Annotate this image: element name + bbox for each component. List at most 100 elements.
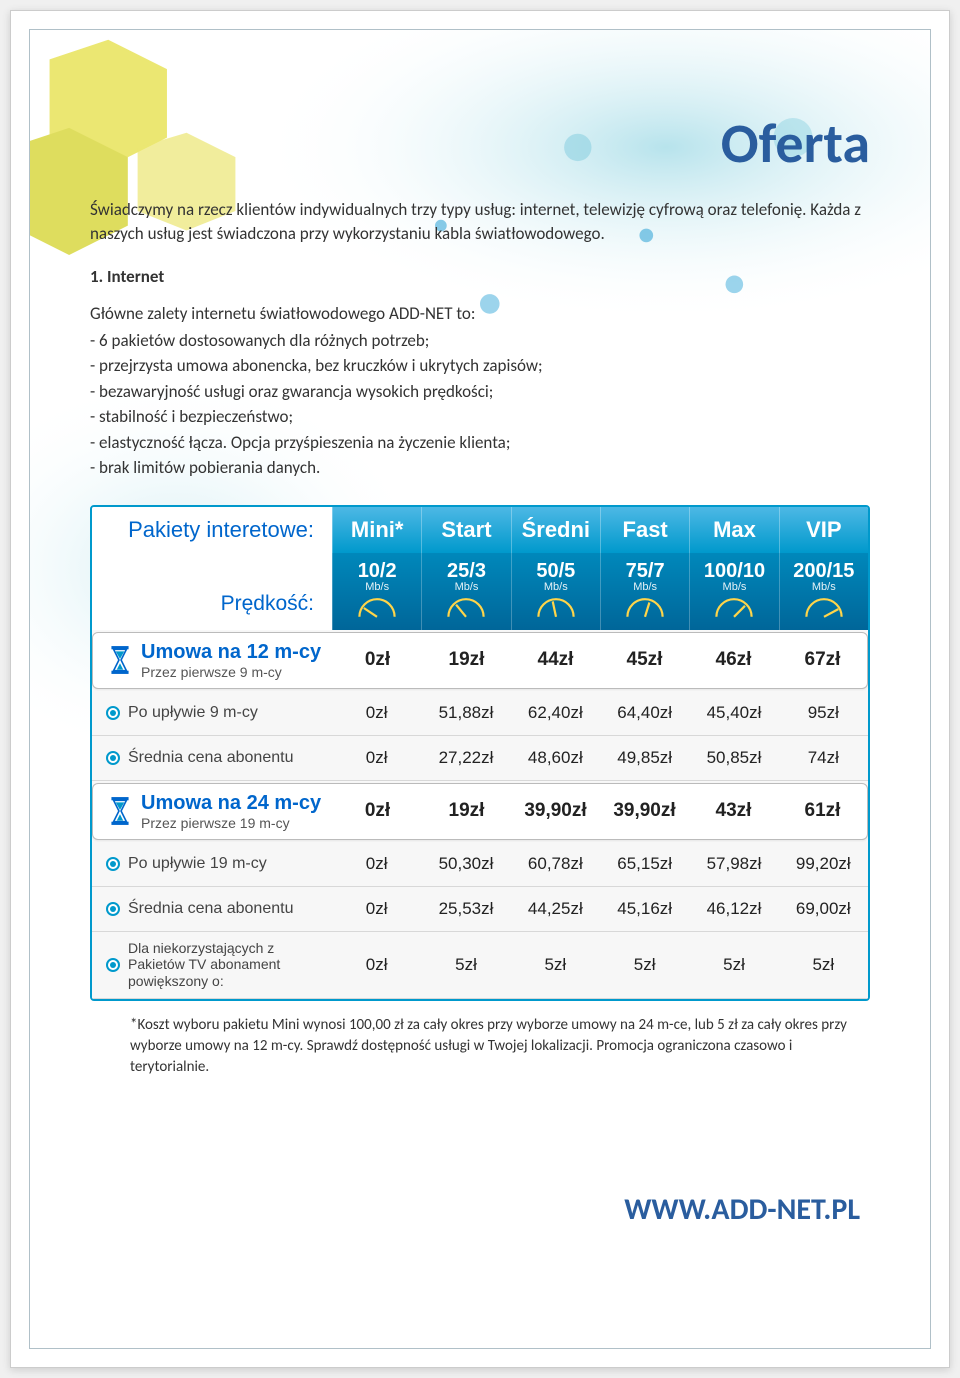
bullet-icon (106, 857, 120, 871)
speed-cell: 50/5 Mb/s (511, 553, 600, 630)
package-name: Start (421, 507, 510, 553)
speed-unit: Mb/s (424, 581, 508, 593)
gauge-icon (802, 597, 846, 619)
speed-unit: Mb/s (692, 581, 776, 593)
price-cell: 51,88zł (421, 691, 510, 735)
price-cell: 50,85zł (689, 736, 778, 780)
price-row: Średnia cena abonentu 0zł27,22zł48,60zł49… (92, 736, 868, 781)
bullet-icon (106, 902, 120, 916)
bullet-icon (106, 751, 120, 765)
price-cell: 57,98zł (689, 842, 778, 886)
website-url: WWW.ADD-NET.PL (624, 1191, 860, 1228)
price-cell: 67zł (778, 637, 867, 683)
row-label: Po upływie 9 m-cy (92, 696, 332, 730)
price-cell: 49,85zł (600, 736, 689, 780)
row-label-text: Po upływie 19 m-cy (128, 855, 267, 873)
price-cell: 61zł (778, 788, 867, 834)
hourglass-icon (107, 645, 133, 675)
speed-value: 25/3 (424, 561, 508, 581)
speed-value: 50/5 (514, 561, 598, 581)
section-heading: 1. Internet (90, 266, 870, 287)
price-cell: 5zł (421, 943, 510, 987)
speed-cell: 75/7 Mb/s (600, 553, 689, 630)
benefits-intro: Główne zalety internetu światłowodowego … (90, 303, 870, 324)
package-name: Max (689, 507, 778, 553)
contract-sub: Przez pierwsze 19 m-cy (141, 815, 321, 831)
price-cell: 50,30zł (421, 842, 510, 886)
speed-row: Prędkość: 10/2 Mb/s 25/3 Mb/s 50/5 Mb/s (92, 553, 868, 630)
benefit-item: - elastyczność łącza. Opcja przyśpieszen… (90, 430, 870, 456)
content: Oferta Świadczymy na rzecz klientów indy… (90, 110, 870, 1078)
price-cell: 45,16zł (600, 887, 689, 931)
price-cell: 0zł (333, 788, 422, 834)
row-label: Średnia cena abonentu (92, 892, 332, 926)
price-cell: 69,00zł (779, 887, 868, 931)
price-cell: 99,20zł (779, 842, 868, 886)
price-cell: 45zł (600, 637, 689, 683)
contract-sub: Przez pierwsze 9 m-cy (141, 664, 321, 680)
price-cell: 45,40zł (689, 691, 778, 735)
price-cell: 0zł (333, 637, 422, 683)
row-label-text: Dla niekorzystających z Pakietów TV abon… (128, 940, 322, 990)
price-cell: 46zł (689, 637, 778, 683)
page: Oferta Świadczymy na rzecz klientów indy… (10, 10, 950, 1368)
price-cell: 60,78zł (511, 842, 600, 886)
price-cell: 39,90zł (600, 788, 689, 834)
price-cell: 39,90zł (511, 788, 600, 834)
price-cell: 0zł (332, 736, 421, 780)
price-cell: 27,22zł (421, 736, 510, 780)
speed-unit: Mb/s (782, 581, 866, 593)
bullet-icon (106, 958, 120, 972)
price-cell: 5zł (600, 943, 689, 987)
price-row: Średnia cena abonentu0zł25,53zł44,25zł45… (92, 887, 868, 932)
package-name: Średni (511, 507, 600, 553)
speed-value: 200/15 (782, 561, 866, 581)
pricing-table: Pakiety interetowe: Mini* Start Średni F… (90, 505, 870, 1001)
price-cell: 62,40zł (511, 691, 600, 735)
price-cell: 0zł (332, 842, 421, 886)
price-cell: 25,53zł (421, 887, 510, 931)
speed-unit: Mb/s (603, 581, 687, 593)
price-cell: 44,25zł (511, 887, 600, 931)
gauge-icon (712, 597, 756, 619)
contract-title: Umowa na 24 m-cy (141, 792, 321, 815)
price-cell: 5zł (511, 943, 600, 987)
price-cell: 5zł (689, 943, 778, 987)
speed-value: 75/7 (603, 561, 687, 581)
gauge-icon (623, 597, 667, 619)
price-cell: 74zł (779, 736, 868, 780)
speed-cell: 200/15 Mb/s (779, 553, 868, 630)
benefit-item: - stabilność i bezpieczeństwo; (90, 404, 870, 430)
price-cell: 46,12zł (689, 887, 778, 931)
row-label-text: Po upływie 9 m-cy (128, 704, 258, 722)
speed-cell: 10/2 Mb/s (332, 553, 421, 630)
price-row: Umowa na 24 m-cyPrzez pierwsze 19 m-cy 0z… (92, 783, 868, 840)
hourglass-icon (107, 796, 133, 826)
inner-border: Oferta Świadczymy na rzecz klientów indy… (29, 29, 931, 1349)
price-cell: 5zł (779, 943, 868, 987)
packages-header-row: Pakiety interetowe: Mini* Start Średni F… (92, 507, 868, 553)
price-cell: 48,60zł (511, 736, 600, 780)
price-row: Po upływie 9 m-cy0zł51,88zł62,40zł64,40z… (92, 691, 868, 736)
package-name: Mini* (332, 507, 421, 553)
benefit-item: - bezawaryjność usługi oraz gwarancja wy… (90, 379, 870, 405)
price-cell: 0zł (332, 887, 421, 931)
packages-label: Pakiety interetowe: (92, 507, 332, 553)
package-name: VIP (779, 507, 868, 553)
price-row: Po upływie 19 m-cy0zł50,30zł60,78zł65,15… (92, 842, 868, 887)
row-label: Dla niekorzystających z Pakietów TV abon… (92, 932, 332, 998)
row-label: Średnia cena abonentu (92, 741, 332, 775)
contract-label: Umowa na 12 m-cyPrzez pierwsze 9 m-cy (93, 633, 333, 688)
speed-cell: 100/10 Mb/s (689, 553, 778, 630)
gauge-icon (534, 597, 578, 619)
benefits-list: - 6 pakietów dostosowanych dla różnych p… (90, 328, 870, 481)
price-cell: 43zł (689, 788, 778, 834)
speed-unit: Mb/s (514, 581, 598, 593)
page-title: Oferta (90, 110, 870, 178)
benefit-item: - przejrzysta umowa abonencka, bez krucz… (90, 353, 870, 379)
row-label-text: Średnia cena abonentu (128, 749, 293, 767)
gauge-icon (355, 597, 399, 619)
price-cell: 64,40zł (600, 691, 689, 735)
gauge-icon (444, 597, 488, 619)
row-label: Po upływie 19 m-cy (92, 847, 332, 881)
